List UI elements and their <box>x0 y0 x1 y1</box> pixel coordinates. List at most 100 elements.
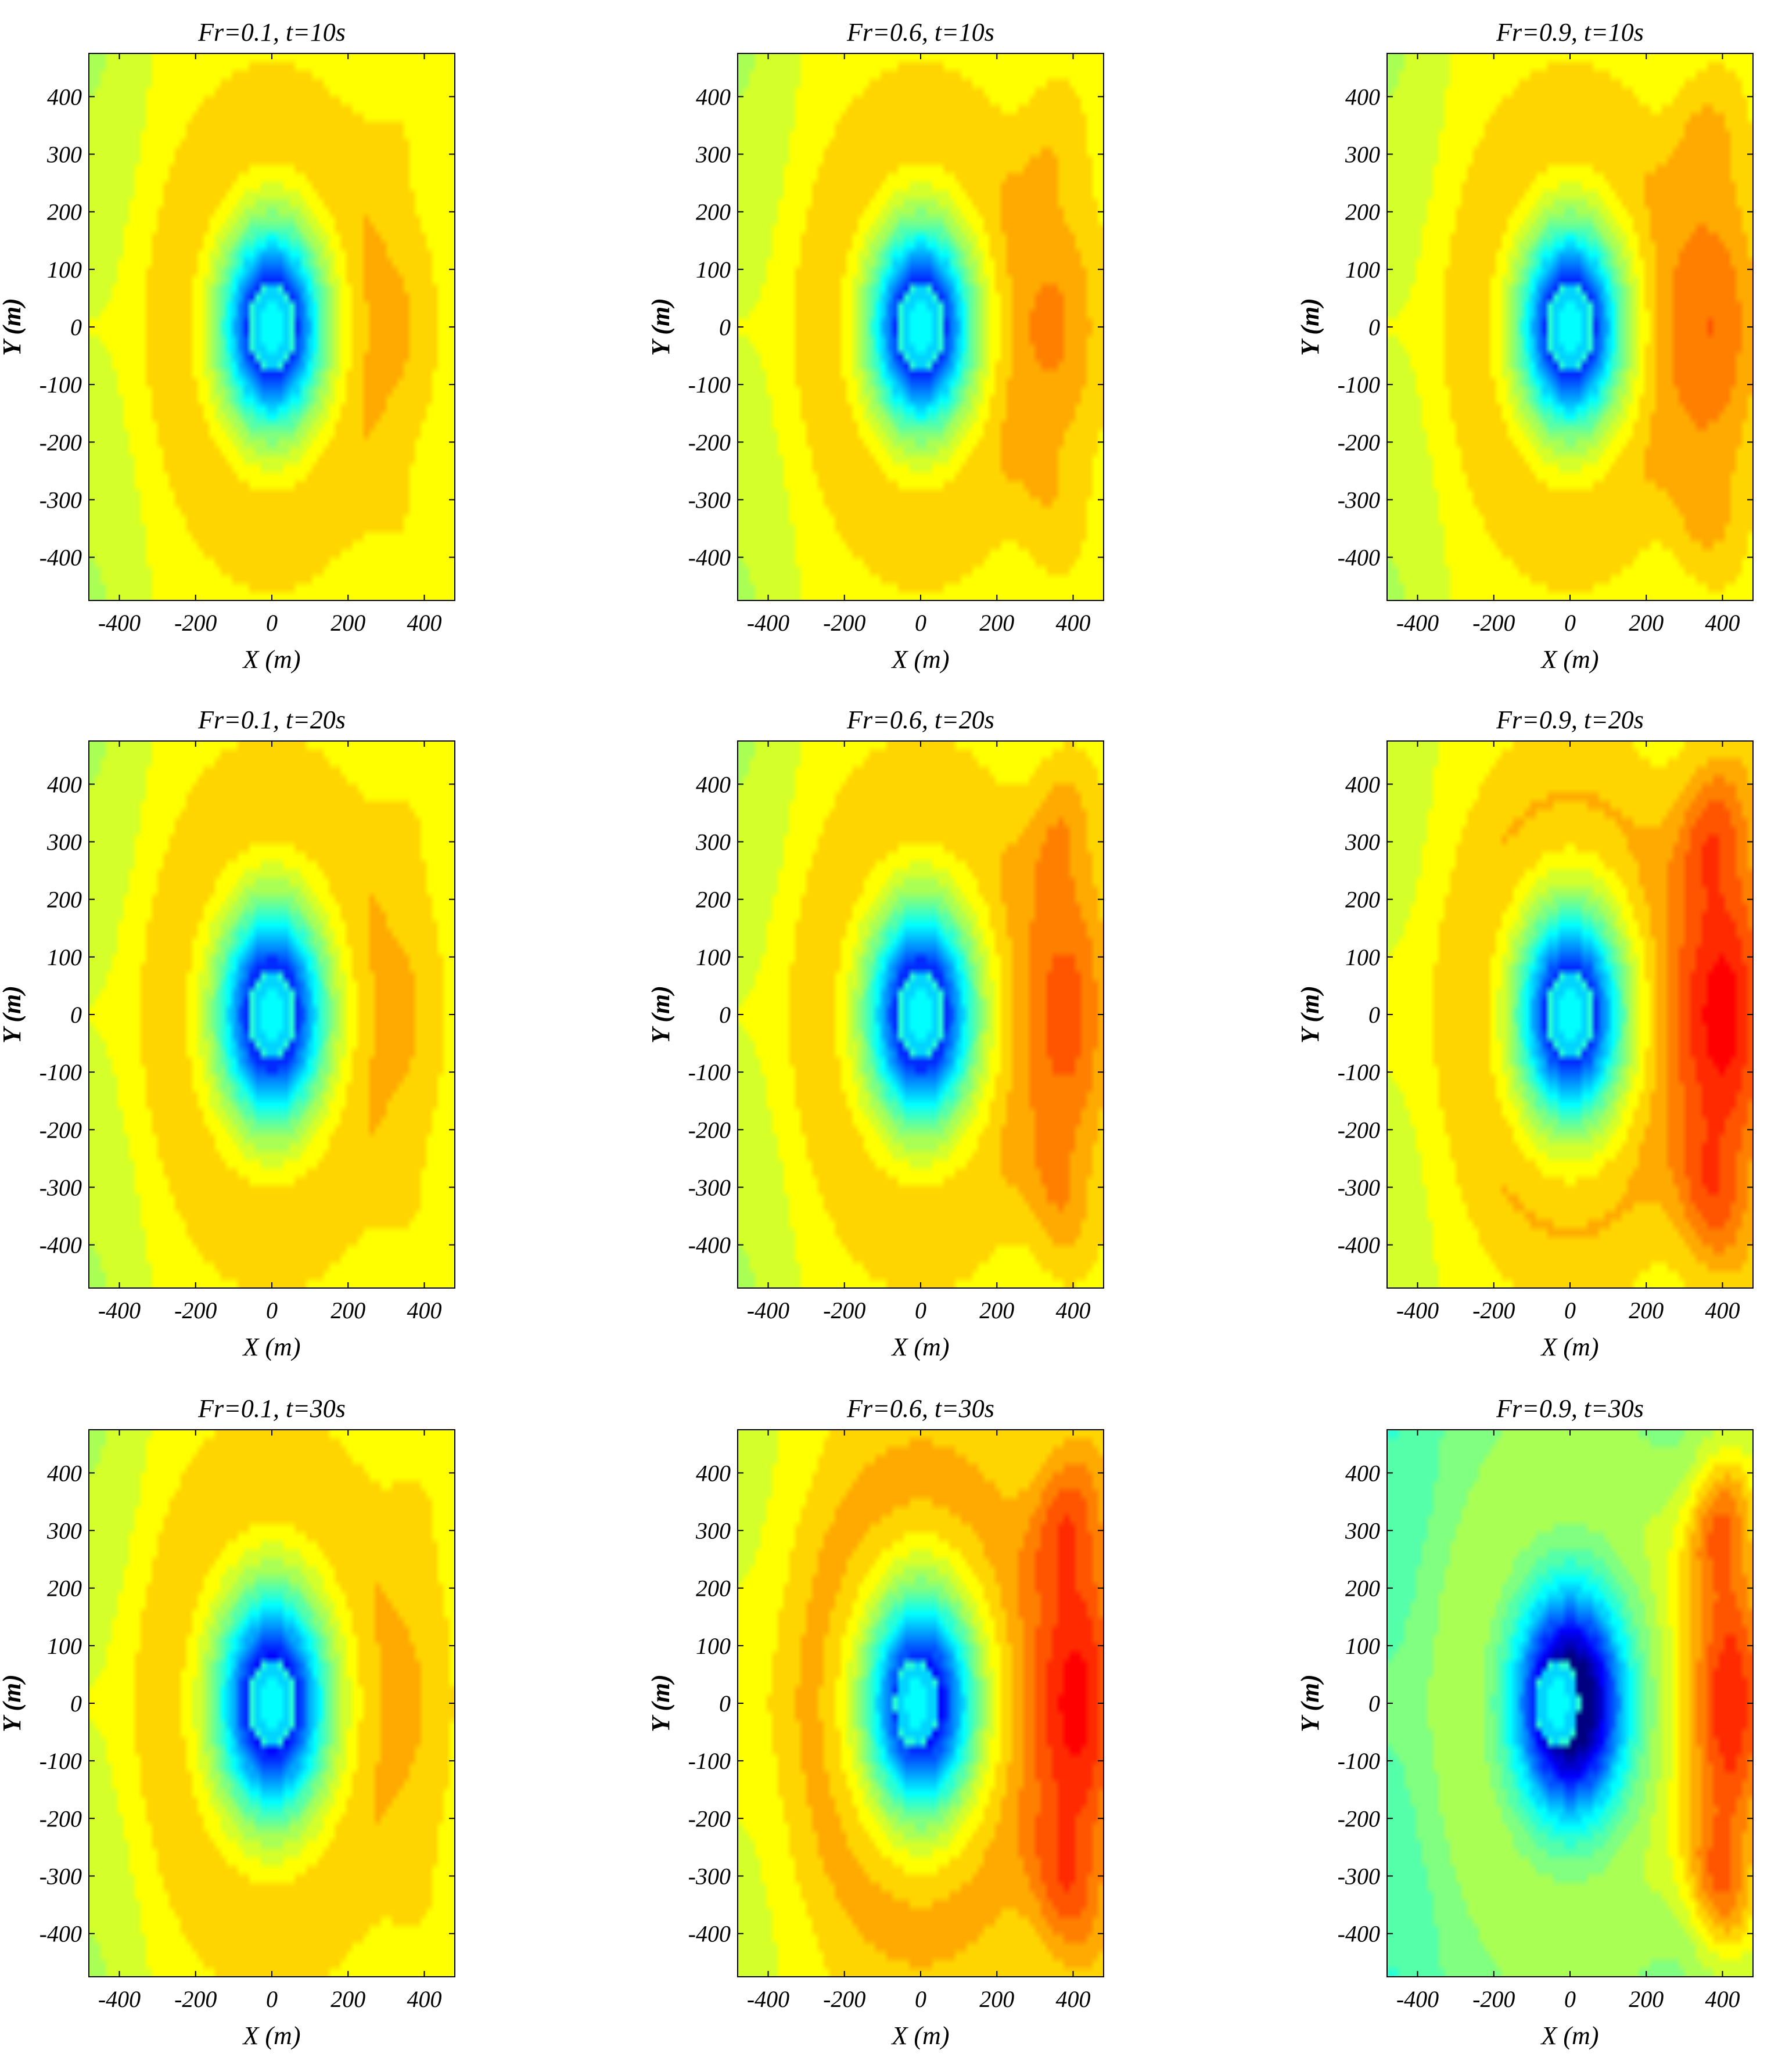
y-tick-label: -300 <box>1338 487 1380 513</box>
y-tick-label: 0 <box>1368 314 1380 340</box>
y-tick-label: 400 <box>696 771 731 797</box>
x-tick-label: 0 <box>1564 1297 1576 1323</box>
x-axis-label: X (m) <box>1540 2021 1599 2050</box>
y-tick-label: 400 <box>47 84 82 110</box>
y-tick-label: 0 <box>719 1690 731 1717</box>
y-tick-label: -300 <box>39 1863 82 1889</box>
x-tick-label: -200 <box>1472 1297 1515 1323</box>
x-tick-label: 400 <box>407 1297 442 1323</box>
y-tick-label: 200 <box>47 199 82 225</box>
y-tick-label: -200 <box>688 429 731 455</box>
x-tick-label: -200 <box>174 610 217 636</box>
y-axis-label: Y (m) <box>646 985 675 1044</box>
subplot-2: -400 -200 0 200 400 -400 -300 -200 -100 0 100 200 30… <box>646 18 1104 674</box>
x-axis-label: X (m) <box>891 645 950 674</box>
y-tick-label: -300 <box>39 487 82 513</box>
heatmap-field <box>738 741 1104 1288</box>
x-tick-label: 200 <box>979 1986 1014 2012</box>
x-tick-label: 0 <box>1564 1986 1576 2012</box>
y-tick-label: -100 <box>39 372 82 398</box>
y-tick-label: 100 <box>696 257 731 283</box>
x-tick-label: -400 <box>1396 1297 1439 1323</box>
y-tick-label: 200 <box>1345 887 1380 913</box>
y-tick-label: 0 <box>719 314 731 340</box>
y-tick-label: -200 <box>1338 1117 1380 1143</box>
subplot-title: Fr=0.6, t=10s <box>846 18 994 46</box>
x-tick-label: 0 <box>266 1986 278 2012</box>
x-axis-label: X (m) <box>1540 1333 1599 1361</box>
x-tick-label: -200 <box>1472 610 1515 636</box>
y-tick-label: 200 <box>47 1575 82 1602</box>
y-tick-label: 300 <box>1345 1518 1380 1544</box>
y-tick-label: 300 <box>46 829 82 855</box>
x-tick-label: 200 <box>979 610 1014 636</box>
y-tick-label: -100 <box>688 1059 731 1085</box>
heatmap-field <box>1387 53 1753 600</box>
subplot-5: -400 -200 0 200 400 -400 -300 -200 -100 0 100 200 30… <box>646 706 1104 1361</box>
y-axis-label: Y (m) <box>646 1674 675 1732</box>
x-tick-label: -400 <box>747 610 789 636</box>
y-axis-label: Y (m) <box>0 298 26 356</box>
subplot-title: Fr=0.6, t=30s <box>846 1394 994 1423</box>
subplot-title: Fr=0.9, t=10s <box>1496 18 1644 46</box>
subplot-title: Fr=0.1, t=10s <box>197 18 346 46</box>
y-tick-label: 0 <box>1368 1002 1380 1028</box>
x-tick-label: 400 <box>1056 1297 1091 1323</box>
y-tick-label: 400 <box>47 1460 82 1486</box>
y-tick-label: 100 <box>47 257 82 283</box>
y-tick-label: -200 <box>39 1805 82 1832</box>
y-tick-label: -100 <box>1338 1748 1380 1774</box>
x-tick-label: -200 <box>823 610 865 636</box>
y-tick-label: -400 <box>688 1921 731 1947</box>
heatmap-field <box>89 741 455 1288</box>
y-axis-label: Y (m) <box>1296 1674 1324 1732</box>
y-tick-label: -400 <box>39 1232 82 1258</box>
y-tick-label: 400 <box>1345 771 1380 797</box>
x-tick-label: -400 <box>98 610 141 636</box>
y-tick-label: -300 <box>1338 1863 1380 1889</box>
x-axis-label: X (m) <box>891 2021 950 2050</box>
subplot-title: Fr=0.1, t=20s <box>197 706 346 734</box>
heatmap-field <box>1387 741 1753 1288</box>
y-tick-label: 100 <box>696 944 731 970</box>
y-tick-label: 0 <box>1368 1690 1380 1717</box>
y-tick-label: 200 <box>47 887 82 913</box>
y-tick-label: 200 <box>696 887 731 913</box>
y-tick-label: -400 <box>39 545 82 571</box>
x-tick-label: 200 <box>331 1986 365 2012</box>
y-tick-label: 0 <box>70 1690 82 1717</box>
y-tick-label: 0 <box>70 1002 82 1028</box>
y-axis-label: Y (m) <box>0 1674 26 1732</box>
y-tick-label: 300 <box>695 829 731 855</box>
heatmap-field <box>89 53 455 600</box>
y-tick-label: 300 <box>46 1518 82 1544</box>
y-axis-label: Y (m) <box>1296 985 1324 1044</box>
y-tick-label: 300 <box>695 1518 731 1544</box>
heatmap-field <box>1387 1430 1753 1977</box>
y-tick-label: 100 <box>1345 257 1380 283</box>
x-tick-label: 0 <box>1564 610 1576 636</box>
x-tick-label: 0 <box>915 1986 926 2012</box>
x-tick-label: -400 <box>98 1986 141 2012</box>
y-tick-label: 400 <box>1345 84 1380 110</box>
heatmap-field <box>738 1430 1104 1977</box>
heatmap-field <box>738 53 1104 600</box>
y-tick-label: -100 <box>688 1748 731 1774</box>
y-tick-label: -300 <box>688 1174 731 1200</box>
y-tick-label: -300 <box>688 1863 731 1889</box>
x-tick-label: 200 <box>1629 1986 1664 2012</box>
y-tick-label: 400 <box>47 771 82 797</box>
subplot-title: Fr=0.9, t=20s <box>1496 706 1644 734</box>
y-tick-label: -400 <box>688 545 731 571</box>
y-tick-label: -200 <box>688 1117 731 1143</box>
x-tick-label: 400 <box>407 610 442 636</box>
y-tick-label: 100 <box>47 944 82 970</box>
x-tick-label: 0 <box>915 610 926 636</box>
x-tick-label: -400 <box>747 1986 789 2012</box>
y-tick-label: -200 <box>1338 429 1380 455</box>
x-tick-label: -400 <box>1396 610 1439 636</box>
y-tick-label: -200 <box>1338 1805 1380 1832</box>
subplot-4: -400 -200 0 200 400 -400 -300 -200 -100 0 100 200 30… <box>0 706 455 1361</box>
y-tick-label: -300 <box>688 487 731 513</box>
x-tick-label: -200 <box>823 1986 865 2012</box>
